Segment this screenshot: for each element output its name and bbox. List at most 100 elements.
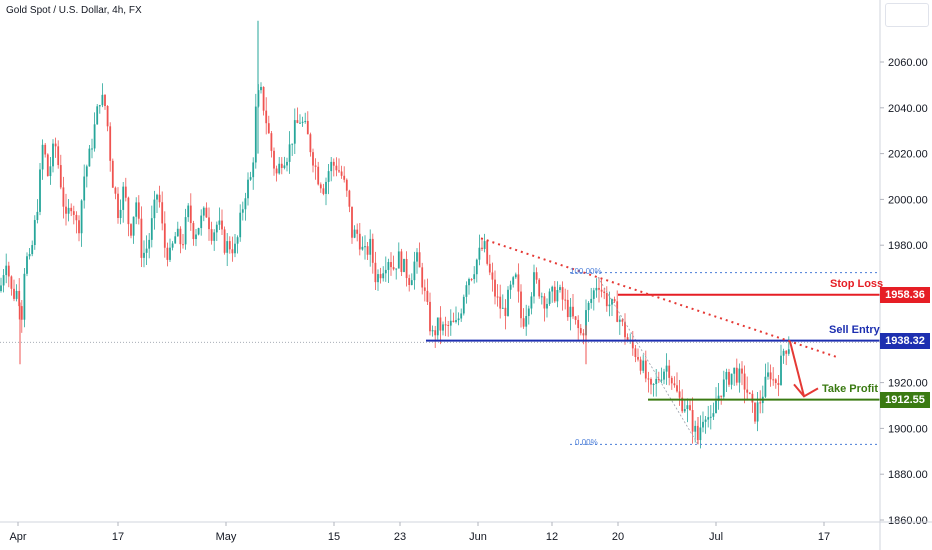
candle-body <box>457 318 460 321</box>
candle-body <box>184 217 187 245</box>
candle-body <box>13 288 15 299</box>
candle-body <box>296 120 299 123</box>
candle-body <box>782 350 785 356</box>
candle-body <box>735 367 738 383</box>
candle-body <box>340 171 343 176</box>
candle-body <box>117 193 119 219</box>
candle-body <box>83 176 86 201</box>
candle-body <box>767 372 769 377</box>
candle-body <box>348 190 351 207</box>
candle-body <box>548 291 551 304</box>
price-tick-label: 1860.00 <box>888 515 928 527</box>
candle-body <box>322 188 325 194</box>
candle-body <box>20 306 23 320</box>
time-axis[interactable]: Apr 17 May 15 23 Jun 12 20 Jul 17 <box>0 521 932 543</box>
stop-loss-price-badge: 1958.36 <box>880 286 930 303</box>
candle-body <box>18 290 21 307</box>
descending-trendline <box>480 237 839 359</box>
candle-body <box>676 385 678 392</box>
candle-body <box>218 220 221 225</box>
candle-body <box>161 202 164 224</box>
candle-body <box>626 337 629 341</box>
candle-body <box>754 402 756 422</box>
candle-body <box>423 287 426 291</box>
candle-body <box>699 427 702 441</box>
candle-body <box>678 391 681 398</box>
candle-body <box>280 163 283 168</box>
candle-body <box>223 229 226 253</box>
candle-body <box>189 205 192 224</box>
candle-body <box>712 413 715 417</box>
candle-body <box>478 247 481 260</box>
candle-body <box>288 144 291 162</box>
candle-body <box>777 383 780 385</box>
fib-diagonal <box>597 277 699 445</box>
candle-body <box>351 206 353 238</box>
candle-body <box>530 296 533 309</box>
candle-body <box>504 307 507 316</box>
candle-body <box>96 106 99 125</box>
candle-body <box>65 206 67 214</box>
candle-body <box>137 202 140 219</box>
time-tick-label: 17 <box>112 531 124 543</box>
price-tick-label: 2060.00 <box>888 57 928 69</box>
candle-body <box>75 214 78 221</box>
candle-body <box>670 377 673 384</box>
candle-body <box>286 161 288 166</box>
candle-body <box>764 376 767 397</box>
candle-body <box>561 287 564 300</box>
candle-body <box>756 402 759 422</box>
candle-body <box>135 202 138 217</box>
chart-settings-button[interactable] <box>885 3 929 27</box>
candle-body <box>28 254 31 257</box>
candle-body <box>366 246 369 255</box>
candle-body <box>774 379 777 384</box>
candle-body <box>556 290 559 302</box>
candle-body <box>785 350 788 354</box>
candle-body <box>405 258 408 279</box>
candle-body <box>226 241 229 253</box>
candle-body <box>585 310 587 336</box>
candle-body <box>499 296 502 309</box>
candle-body <box>254 106 257 163</box>
price-axis[interactable]: 2060.002040.002020.002000.001980.001960.… <box>879 0 928 550</box>
fib-0-label: 0.00% <box>575 438 598 448</box>
candle-body <box>725 371 728 380</box>
candle-body <box>717 395 720 401</box>
candle-body <box>330 161 333 172</box>
time-tick-label: Apr <box>9 531 26 543</box>
candle-body <box>72 211 75 215</box>
candle-body <box>202 207 205 216</box>
candle-body <box>590 298 593 303</box>
candle-body <box>600 289 603 292</box>
candle-body <box>104 94 106 107</box>
candle-body <box>683 409 686 412</box>
candle-body <box>169 247 171 260</box>
candle-body <box>533 272 535 297</box>
candle-body <box>210 229 213 241</box>
time-tick-label: Jun <box>469 531 487 543</box>
candle-body <box>418 252 421 268</box>
candle-body <box>611 299 613 305</box>
candle-body <box>283 165 286 168</box>
candle-body <box>343 175 346 180</box>
candle-body <box>7 265 10 277</box>
candle-body <box>127 197 130 225</box>
candle-body <box>473 274 476 280</box>
candle-body <box>46 154 49 177</box>
candle-body <box>5 265 8 276</box>
drawing-overlays <box>0 237 880 445</box>
candle-body <box>449 320 452 326</box>
candle-body <box>317 166 320 185</box>
candle-body <box>382 273 385 279</box>
candle-body <box>527 308 530 317</box>
candle-body <box>660 379 663 381</box>
candle-body <box>413 261 416 281</box>
candle-body <box>130 224 132 236</box>
candle-body <box>39 169 41 212</box>
candle-body <box>327 171 330 182</box>
candle-body <box>733 367 736 374</box>
candle-body <box>59 165 62 188</box>
candle-body <box>642 360 645 371</box>
